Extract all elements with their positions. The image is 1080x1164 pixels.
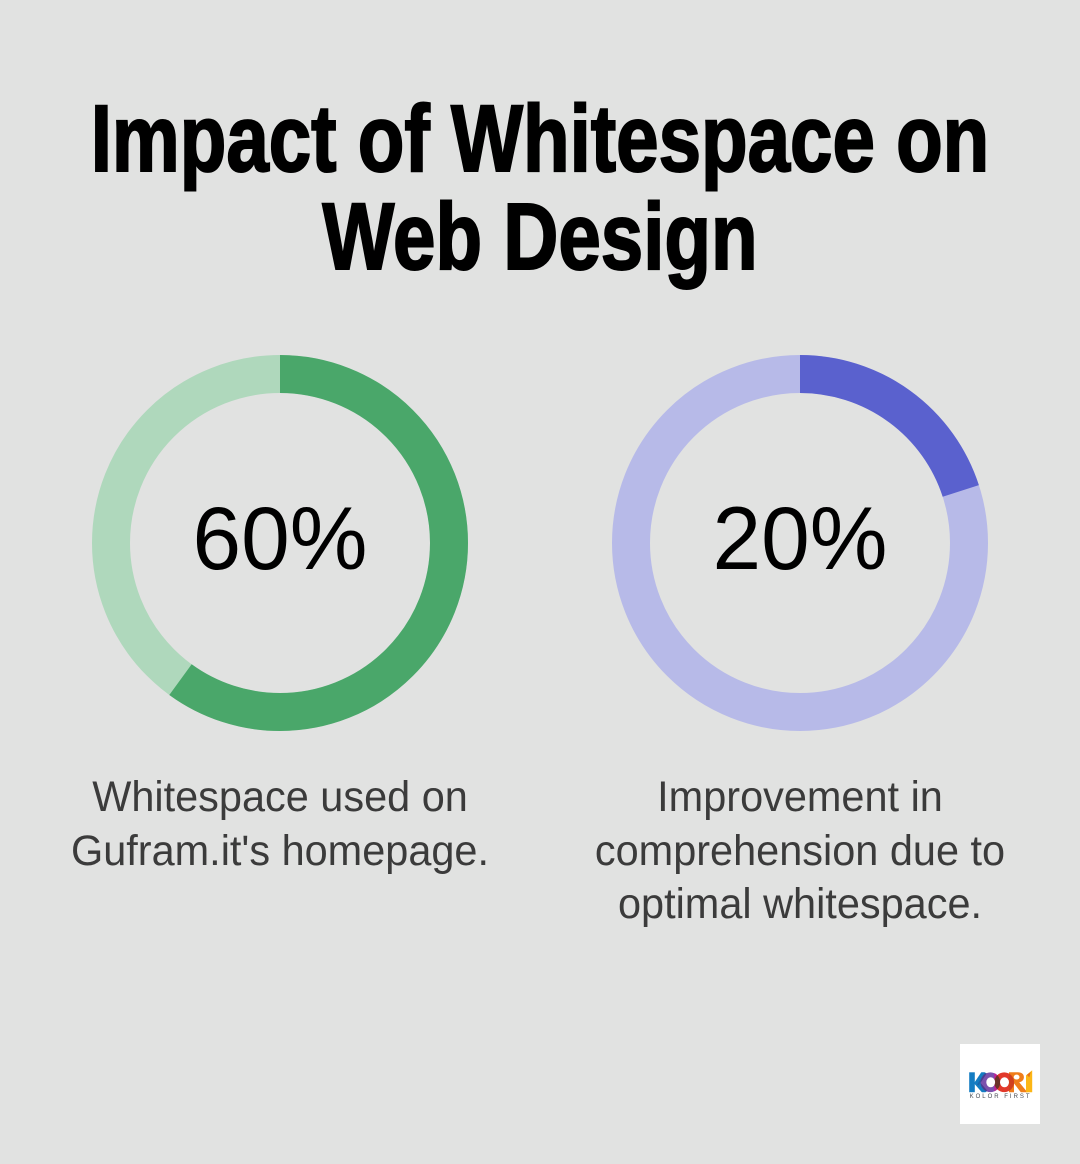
svg-text:KOLOR FIRST: KOLOR FIRST [970,1094,1032,1100]
